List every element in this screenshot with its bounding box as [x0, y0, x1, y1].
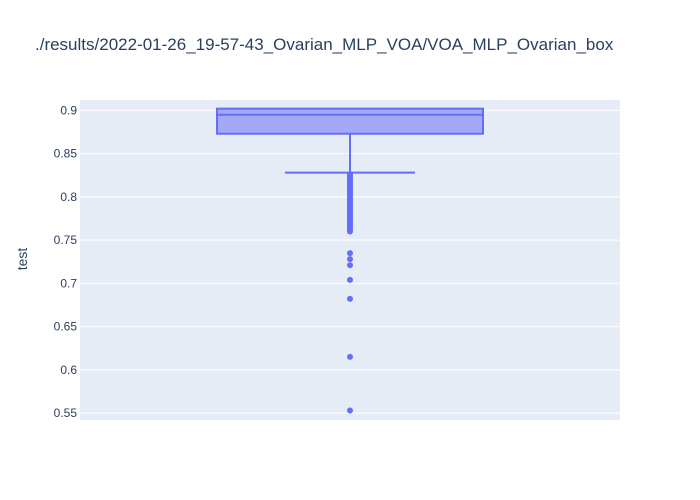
y-axis-title: test	[14, 248, 30, 271]
box-iqr	[216, 107, 484, 135]
outlier-point	[347, 228, 353, 235]
outlier-point	[347, 407, 353, 414]
y-tick-label: 0.75	[54, 233, 78, 247]
y-tick-label: 0.6	[60, 363, 77, 377]
outlier-point	[347, 250, 353, 257]
y-tick-label: 0.8	[60, 190, 77, 204]
chart-title: ./results/2022-01-26_19-57-43_Ovarian_ML…	[35, 35, 614, 54]
y-tick-label: 0.55	[54, 406, 78, 420]
outlier-point	[347, 276, 353, 283]
outlier-point	[347, 256, 353, 263]
outlier-point	[347, 353, 353, 360]
y-tick-label: 0.85	[54, 147, 78, 161]
y-tick-label: 0.9	[60, 103, 77, 117]
y-tick-label: 0.7	[60, 276, 77, 290]
outlier-point	[347, 262, 353, 269]
outlier-points	[347, 171, 353, 414]
y-tick-labels: 0.55 0.6 0.65 0.7 0.75 0.8 0.85 0.9	[54, 103, 78, 420]
outlier-point	[347, 295, 353, 302]
box-group	[216, 107, 484, 135]
y-tick-label: 0.65	[54, 320, 78, 334]
